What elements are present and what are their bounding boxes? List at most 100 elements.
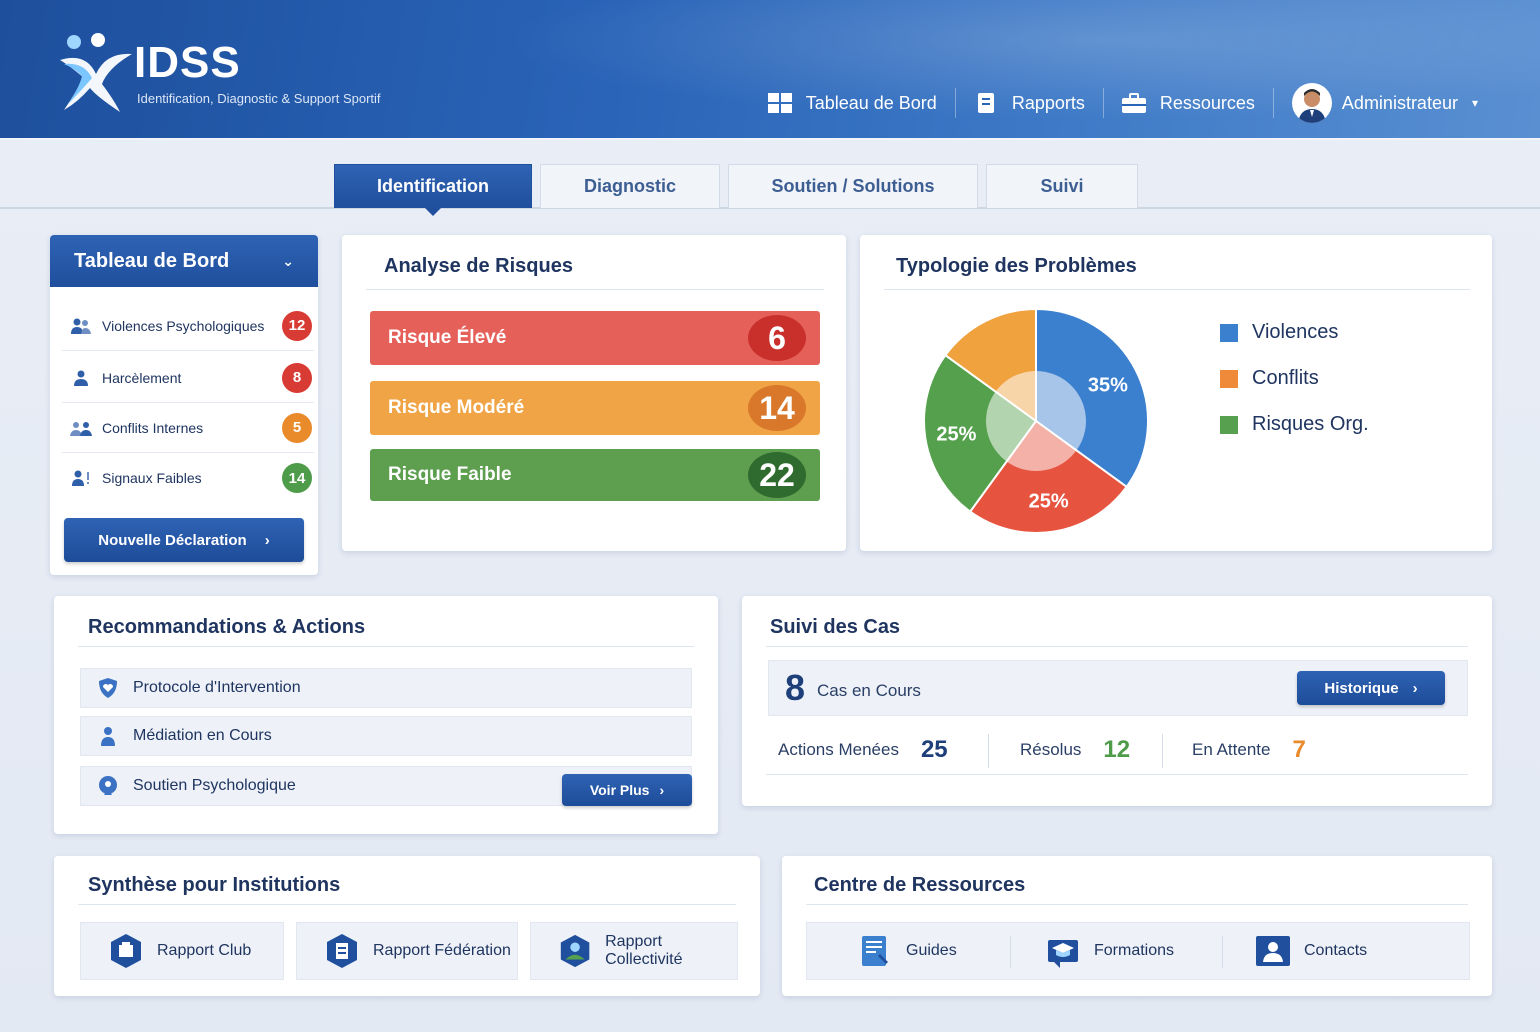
count-badge: 14: [282, 463, 312, 493]
legend-label: Conflits: [1252, 367, 1319, 389]
pie-slice[interactable]: [923, 353, 1038, 514]
shield-heart-icon: [99, 678, 117, 698]
stat-actions: Actions Menées 25: [778, 736, 948, 764]
guide-icon: [862, 936, 888, 966]
legend-label: Risques Org.: [1252, 413, 1369, 435]
sidebar-item-label: Harcèlement: [102, 369, 182, 386]
contact-card-icon: [1256, 936, 1290, 966]
report-collectivite-tile[interactable]: Rapport Collectivité: [530, 922, 738, 980]
nav-user-label: Administrateur: [1341, 92, 1458, 113]
typology-title: Typologie des Problèmes: [896, 255, 1137, 277]
sidebar-item-violences[interactable]: Violences Psychologiques 12: [62, 301, 314, 351]
see-more-button[interactable]: Voir Plus ›: [562, 774, 692, 806]
person-icon: [74, 370, 88, 386]
nav-dashboard[interactable]: Tableau de Bord: [750, 88, 956, 118]
stat-value: 7: [1292, 736, 1306, 763]
stats-divider: [766, 774, 1468, 775]
risk-high-bar[interactable]: Risque Élevé 6: [370, 311, 820, 365]
sidebar-item-label: Conflits Internes: [102, 419, 204, 436]
risk-moderate-count: 14: [748, 385, 806, 431]
tile-label: Rapport Club: [157, 942, 252, 959]
rec-label: Médiation en Cours: [133, 727, 272, 744]
legend-violences: Violences: [1220, 321, 1338, 344]
title-divider: [366, 289, 824, 290]
report-club-tile[interactable]: Rapport Club: [80, 922, 284, 980]
main-tabs: Identification Diagnostic Soutien / Solu…: [334, 164, 1146, 216]
pie-slice[interactable]: [1035, 307, 1149, 489]
rec-label: Protocole d'Intervention: [133, 679, 301, 696]
risk-moderate-bar[interactable]: Risque Modéré 14: [370, 381, 820, 435]
tab-identification[interactable]: Identification: [334, 164, 532, 216]
new-declaration-label: Nouvelle Déclaration: [98, 531, 247, 549]
rec-label: Soutien Psychologique: [133, 777, 296, 794]
sidebar-header[interactable]: Tableau de Bord ⌄: [50, 235, 318, 287]
tab-suivi[interactable]: Suivi: [986, 164, 1138, 208]
resource-formations[interactable]: Formations: [1018, 922, 1218, 980]
title-divider: [78, 904, 736, 905]
chevron-down-icon: ▾: [1471, 96, 1478, 110]
synthesis-panel: Synthèse pour Institutions Rapport Club …: [54, 856, 760, 996]
legend-label: Violences: [1252, 321, 1339, 343]
nav-user-menu[interactable]: Administrateur ▾: [1274, 83, 1496, 123]
brand-name: IDSS: [134, 38, 241, 87]
new-declaration-button[interactable]: Nouvelle Déclaration ›: [64, 518, 304, 562]
risk-low-label: Risque Faible: [388, 464, 512, 485]
sidebar-item-signaux-faibles[interactable]: Signaux Faibles 14: [62, 453, 314, 503]
stat-label: En Attente: [1192, 740, 1271, 759]
tile-label: Formations: [1094, 942, 1175, 959]
recommendations-title: Recommandations & Actions: [88, 616, 366, 638]
briefcase-icon: [1121, 93, 1146, 113]
tile-label: Rapport Collectivité: [605, 933, 683, 968]
pie-slice[interactable]: [968, 419, 1129, 534]
stat-divider: [1162, 734, 1163, 768]
stat-pending: En Attente 7: [1192, 736, 1306, 764]
chevron-right-icon: ›: [1412, 679, 1418, 697]
brand-tagline: Identification, Diagnostic & Support Spo…: [137, 91, 381, 106]
tile-label: Rapport Fédération: [373, 942, 511, 959]
sidebar-item-conflits-internes[interactable]: Conflits Internes 5: [62, 403, 314, 453]
club-report-icon: [111, 934, 141, 968]
cases-summary-row: 8 Cas en Cours Historique ›: [768, 660, 1468, 716]
chevron-down-icon: ⌄: [282, 252, 294, 269]
resource-contacts[interactable]: Contacts: [1228, 922, 1428, 980]
count-badge: 5: [282, 412, 312, 443]
pie-slice-label: 25%: [1029, 491, 1069, 513]
history-label: Historique: [1324, 679, 1399, 697]
risk-high-label: Risque Élevé: [388, 327, 507, 348]
support-icon: [99, 776, 117, 795]
chevron-right-icon: ›: [264, 531, 270, 549]
sidebar-title: Tableau de Bord: [74, 249, 230, 272]
report-federation-tile[interactable]: Rapport Fédération: [296, 922, 518, 980]
nav-dashboard-label: Tableau de Bord: [805, 92, 937, 113]
nav-resources-label: Ressources: [1159, 92, 1255, 113]
case-tracking-panel: Suivi des Cas 8 Cas en Cours Historique …: [742, 596, 1492, 806]
sidebar-item-label: Signaux Faibles: [102, 470, 202, 486]
grid-icon: [767, 93, 792, 113]
document-icon: [977, 93, 994, 113]
typology-panel: Typologie des Problèmes 35% 25% 25% Violen…: [860, 235, 1492, 551]
risk-high-count: 6: [748, 315, 806, 361]
nav-reports[interactable]: Rapports: [956, 88, 1104, 118]
risk-analysis-panel: Analyse de Risques Risque Élevé 6 Risque…: [342, 235, 846, 551]
stat-label: Actions Menées: [778, 740, 899, 759]
tab-soutien-solutions[interactable]: Soutien / Solutions: [728, 164, 978, 208]
federation-report-icon: [327, 934, 357, 968]
risk-low-bar[interactable]: Risque Faible 22: [370, 449, 820, 501]
cases-in-progress-label: Cas en Cours: [817, 681, 921, 700]
app-header: IDSS Identification, Diagnostic & Suppor…: [0, 0, 1540, 140]
resources-title: Centre de Ressources: [814, 874, 1026, 896]
title-divider: [78, 646, 694, 647]
history-button[interactable]: Historique ›: [1297, 671, 1445, 705]
rec-protocole[interactable]: Protocole d'Intervention: [80, 668, 692, 708]
nav-resources[interactable]: Ressources: [1104, 88, 1274, 118]
tab-diagnostic[interactable]: Diagnostic: [540, 164, 720, 208]
rec-mediation[interactable]: Médiation en Cours: [80, 716, 692, 756]
legend-swatch: [1220, 323, 1238, 342]
idss-logo-icon: [60, 33, 132, 112]
pie-slice-label: 25%: [936, 424, 976, 446]
tabs-baseline: [0, 207, 1540, 209]
resource-guides[interactable]: Guides: [830, 922, 1010, 980]
sidebar-item-harcelement[interactable]: Harcèlement 8: [62, 353, 314, 403]
mediation-icon: [101, 727, 115, 746]
typology-pie-chart: 35% 25% 25%: [923, 307, 1149, 534]
